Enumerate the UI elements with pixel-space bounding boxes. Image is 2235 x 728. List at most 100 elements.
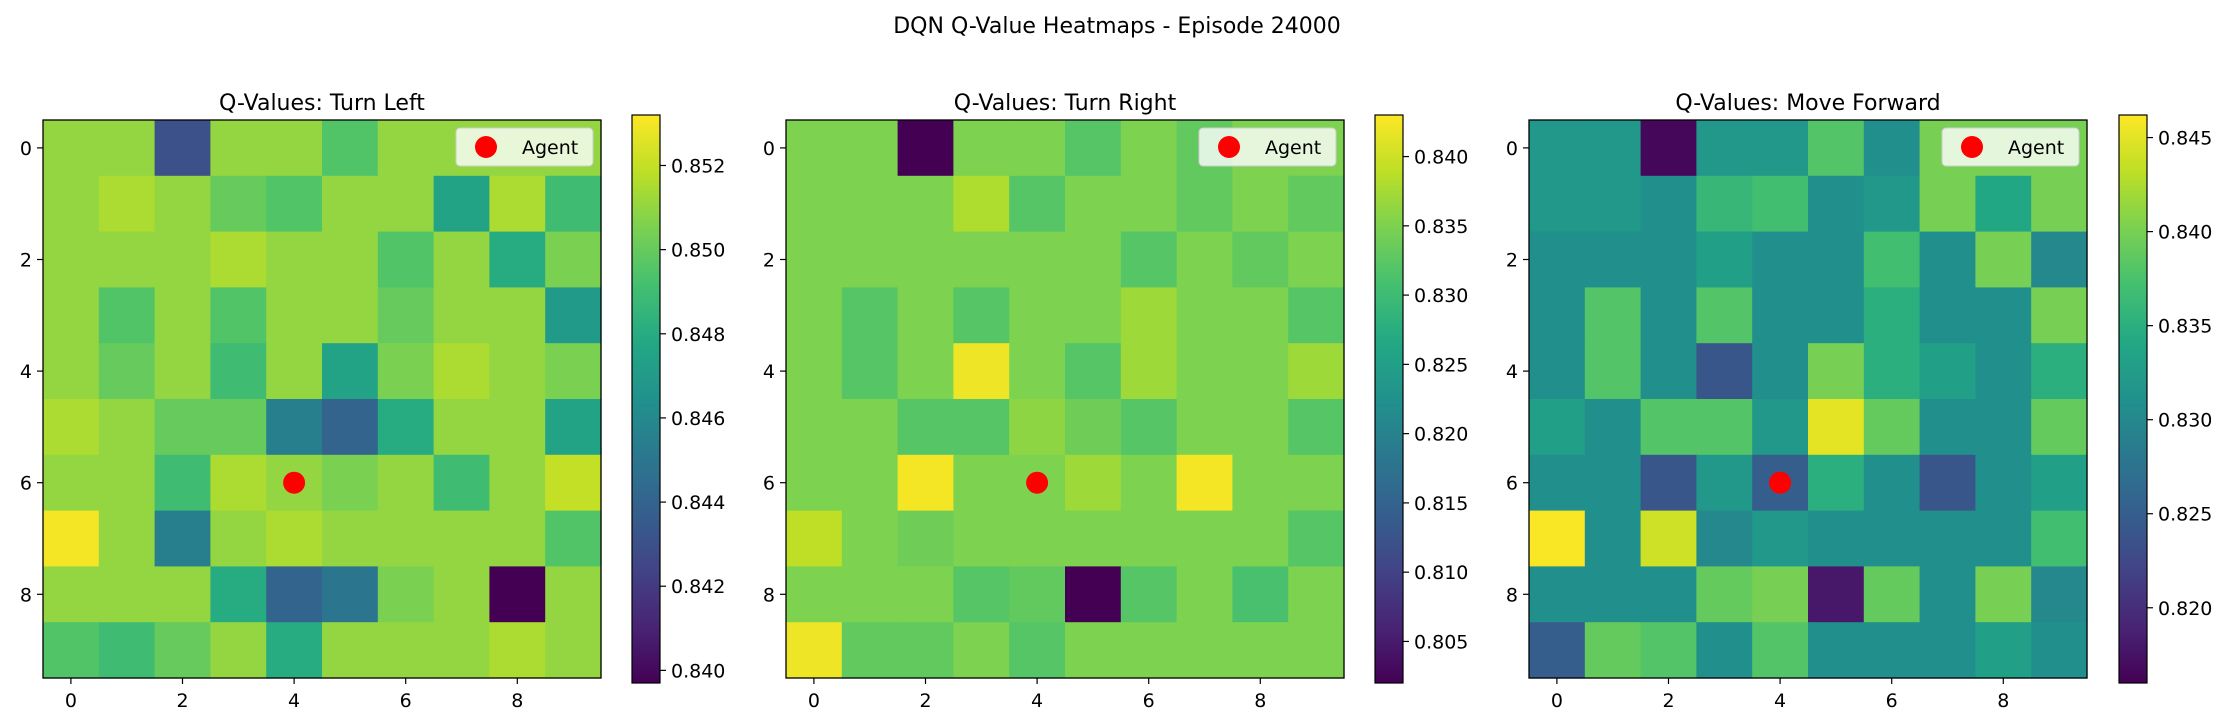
- heatmap-cell-r3-c6: [377, 287, 435, 344]
- legend-agent-marker: [1961, 136, 1983, 158]
- colorbar-tick-label: 0.850: [671, 240, 725, 262]
- heatmap-cell-r0-c4: [266, 120, 323, 177]
- heatmap-cell-r9-c4: [1752, 622, 1809, 679]
- heatmap-cell-r5-c1: [1584, 399, 1642, 456]
- heatmap-cell-r2-c1: [98, 231, 156, 288]
- heatmap-cell-r0-c6: [1120, 120, 1178, 177]
- heatmap-cell-r4-c9: [2031, 343, 2088, 400]
- colorbar-tick-label: 0.830: [2158, 410, 2212, 432]
- heatmap-cell-r4-c4: [1752, 343, 1809, 400]
- heatmap-cell-r8-c3: [953, 566, 1010, 623]
- heatmap-cell-r3-c7: [1919, 287, 1976, 344]
- heatmap-cell-r2-c7: [433, 231, 490, 288]
- heatmap-cell-r8-c0: [1529, 566, 1586, 623]
- heatmap-cell-r1-c9: [545, 175, 602, 233]
- heatmap-cell-r4-c5: [1065, 343, 1122, 400]
- legend-agent-marker: [475, 136, 497, 158]
- heatmap-cell-r5-c3: [1696, 399, 1753, 456]
- x-tick-label: 6: [1143, 690, 1155, 712]
- legend: Agent: [1941, 127, 2080, 167]
- heatmap-cell-r6-c2: [154, 454, 211, 512]
- heatmap-cell-r6-c0: [786, 454, 843, 512]
- heatmap-cell-r9-c0: [1529, 622, 1586, 679]
- heatmap-cell-r7-c9: [1288, 510, 1345, 567]
- heatmap-cell-r8-c7: [1176, 566, 1233, 623]
- heatmap-cell-r7-c6: [377, 510, 435, 567]
- heatmap-cell-r2-c2: [1640, 231, 1697, 288]
- heatmap-cell-r5-c9: [1288, 399, 1345, 456]
- heatmap-cell-r5-c7: [433, 399, 490, 456]
- heatmap-cell-r8-c4: [1009, 566, 1066, 623]
- heatmap-cell-r7-c2: [1640, 510, 1697, 567]
- heatmap-cell-r6-c2: [897, 454, 954, 512]
- heatmap-cell-r1-c1: [841, 175, 899, 233]
- heatmap-cell-r1-c6: [377, 175, 435, 233]
- heatmap-cell-r4-c7: [1919, 343, 1976, 400]
- heatmap-cell-r6-c0: [1529, 454, 1586, 512]
- heatmap-cell-r0-c1: [1584, 120, 1642, 177]
- heatmap-cell-r3-c2: [154, 287, 211, 344]
- heatmap-cell-r7-c3: [953, 510, 1010, 567]
- heatmap-cell-r4-c5: [1808, 343, 1865, 400]
- heatmap-cell-r6-c9: [545, 454, 602, 512]
- heatmap-cell-r4-c0: [786, 343, 843, 400]
- heatmap-cell-r5-c5: [322, 399, 379, 456]
- heatmap-cell-r9-c3: [210, 622, 267, 679]
- heatmap-cell-r9-c6: [377, 622, 435, 679]
- x-tick-label: 0: [1551, 690, 1563, 712]
- colorbar-tick-label: 0.842: [671, 576, 725, 598]
- colorbar-tick-label: 0.825: [1414, 354, 1468, 376]
- legend-label: Agent: [1265, 137, 1321, 159]
- colorbar-tick-label: 0.848: [671, 324, 725, 346]
- heatmap-cell-r1-c8: [489, 175, 546, 233]
- heatmap-cell-r1-c7: [1919, 175, 1976, 233]
- heatmap-cell-r9-c7: [1919, 622, 1976, 679]
- x-tick-label: 2: [1662, 690, 1674, 712]
- heatmap-cell-r1-c4: [1009, 175, 1066, 233]
- heatmap-cell-r6-c3: [210, 454, 267, 512]
- heatmap-cell-r8-c7: [433, 566, 490, 623]
- y-tick-label: 4: [1506, 361, 1518, 383]
- heatmap-cell-r6-c9: [2031, 454, 2088, 512]
- heatmap-cell-r0-c1: [98, 120, 156, 177]
- heatmap-cell-r5-c3: [210, 399, 267, 456]
- heatmap-cell-r5-c5: [1065, 399, 1122, 456]
- heatmap-cell-r5-c2: [154, 399, 211, 456]
- heatmap-cell-r8-c2: [1640, 566, 1697, 623]
- heatmap-cell-r9-c2: [154, 622, 211, 679]
- heatmap-cell-r3-c1: [841, 287, 899, 344]
- heatmap-cell-r3-c1: [98, 287, 156, 344]
- y-tick-label: 8: [1506, 584, 1518, 606]
- colorbar-gradient: [1374, 114, 1404, 684]
- heatmap-cell-r1-c3: [953, 175, 1010, 233]
- plot-frame: [1528, 119, 2088, 679]
- heatmap-cell-r6-c2: [1640, 454, 1697, 512]
- heatmap-cell-r8-c3: [1696, 566, 1753, 623]
- heatmap-cell-r2-c1: [1584, 231, 1642, 288]
- y-tick-label: 8: [763, 584, 775, 606]
- colorbar-tick-label: 0.830: [1414, 285, 1468, 307]
- heatmap-cell-r1-c0: [786, 175, 843, 233]
- heatmap-cell-r2-c3: [953, 231, 1010, 288]
- heatmap-cell-r8-c5: [1808, 566, 1865, 623]
- heatmap-cell-r4-c9: [1288, 343, 1345, 400]
- x-tick-label: 4: [1774, 690, 1786, 712]
- heatmap-cell-r0-c6: [1863, 120, 1921, 177]
- heatmap-cell-r5-c8: [1232, 399, 1289, 456]
- heatmap-cell-r9-c6: [1863, 622, 1921, 679]
- panel-title: Q-Values: Move Forward: [1675, 91, 1940, 116]
- heatmap-cell-r2-c5: [322, 231, 379, 288]
- heatmap-cell-r3-c2: [897, 287, 954, 344]
- heatmap-cell-r7-c7: [1919, 510, 1976, 567]
- x-tick-label: 2: [176, 690, 188, 712]
- heatmap-cell-r1-c7: [433, 175, 490, 233]
- heatmap-cell-r3-c6: [1120, 287, 1178, 344]
- heatmap-cell-r5-c1: [98, 399, 156, 456]
- colorbar-tick-label: 0.805: [1414, 631, 1468, 653]
- heatmap-cell-r9-c9: [545, 622, 602, 679]
- heatmap-cell-r6-c7: [1919, 454, 1976, 512]
- x-tick-label: 4: [1031, 690, 1043, 712]
- heatmap-cell-r1-c0: [1529, 175, 1586, 233]
